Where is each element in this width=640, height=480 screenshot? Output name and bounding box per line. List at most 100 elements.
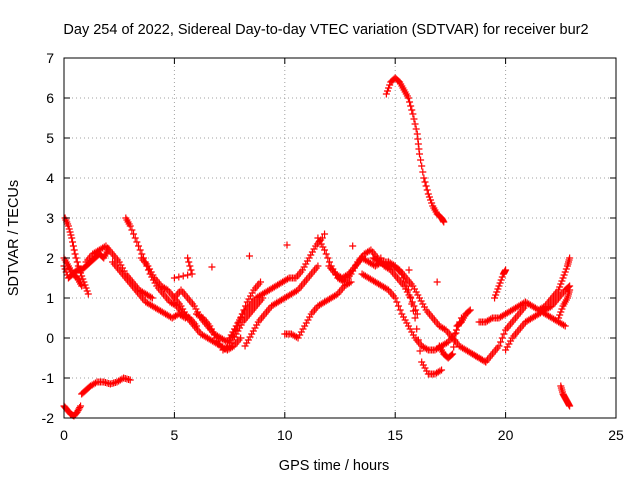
data-point xyxy=(186,262,194,270)
data-point xyxy=(425,193,433,201)
x-tick-label: 5 xyxy=(171,427,179,443)
data-point xyxy=(440,218,448,226)
data-point xyxy=(449,350,457,358)
data-point xyxy=(421,178,429,186)
data-point xyxy=(413,310,421,318)
data-point xyxy=(498,273,506,281)
data-point xyxy=(408,106,416,114)
data-point xyxy=(299,325,307,333)
data-point xyxy=(406,293,414,301)
data-point xyxy=(301,322,309,330)
data-point xyxy=(410,115,418,123)
data-point xyxy=(126,376,134,384)
data-point xyxy=(76,404,84,411)
data-point xyxy=(495,282,503,290)
data-point xyxy=(560,271,568,279)
data-point xyxy=(405,266,413,274)
data-point xyxy=(237,334,245,342)
data-point xyxy=(136,246,144,254)
data-point xyxy=(82,284,90,292)
data-point xyxy=(440,325,448,333)
data-point xyxy=(226,334,234,342)
data-point xyxy=(237,313,245,321)
data-point xyxy=(310,245,318,253)
y-tick-label: 5 xyxy=(46,130,54,146)
data-point xyxy=(502,266,510,274)
data-point xyxy=(423,345,431,353)
data-point xyxy=(294,334,302,342)
data-point xyxy=(562,265,570,273)
y-tick-label: 4 xyxy=(46,170,54,186)
data-point xyxy=(197,313,205,321)
data-point xyxy=(144,262,152,270)
data-point xyxy=(247,292,255,300)
data-point xyxy=(557,308,565,316)
data-point xyxy=(383,285,391,293)
data-point xyxy=(147,293,155,301)
data-point xyxy=(561,268,569,276)
data-point xyxy=(394,265,402,273)
data-point xyxy=(170,274,178,282)
data-point xyxy=(300,263,308,271)
data-point xyxy=(418,358,426,366)
data-point xyxy=(257,278,265,286)
data-point xyxy=(492,291,500,299)
data-point xyxy=(546,303,554,311)
data-point xyxy=(418,162,426,170)
data-point xyxy=(304,316,312,324)
data-point xyxy=(234,319,242,327)
data-point xyxy=(61,265,69,273)
data-point xyxy=(428,199,436,207)
data-point xyxy=(385,84,393,92)
data-point xyxy=(419,168,427,176)
data-point xyxy=(404,322,412,330)
grid xyxy=(64,58,616,418)
data-point xyxy=(130,230,138,238)
y-tick-label: 7 xyxy=(46,50,54,66)
data-point xyxy=(408,300,416,308)
data-point xyxy=(498,334,506,342)
data-point xyxy=(433,278,441,286)
data-point xyxy=(65,225,73,233)
x-tick-label: 0 xyxy=(60,427,68,443)
data-point xyxy=(244,336,252,344)
data-point xyxy=(365,247,373,255)
data-point xyxy=(559,274,567,282)
data-point xyxy=(77,402,85,410)
data-point xyxy=(448,351,456,359)
data-point xyxy=(72,254,80,262)
data-point xyxy=(555,286,563,294)
data-point xyxy=(556,311,564,319)
data-point xyxy=(415,150,423,158)
data-point xyxy=(451,336,459,344)
data-point xyxy=(423,186,431,194)
data-point xyxy=(100,243,108,251)
data-point xyxy=(421,364,429,372)
data-point xyxy=(412,125,420,133)
data-point xyxy=(383,87,391,95)
x-tick-label: 20 xyxy=(498,427,514,443)
data-point xyxy=(131,234,139,242)
data-point xyxy=(558,305,566,313)
data-point xyxy=(321,230,329,238)
data-point xyxy=(184,254,192,262)
data-point xyxy=(226,342,234,350)
data-point xyxy=(386,81,394,89)
data-point xyxy=(347,278,355,286)
data-point xyxy=(345,279,353,287)
data-point xyxy=(452,329,460,337)
data-point xyxy=(404,94,412,102)
data-point xyxy=(466,306,474,314)
y-tick-label: 0 xyxy=(46,330,54,346)
data-point xyxy=(208,263,216,271)
data-point xyxy=(500,330,508,338)
data-point xyxy=(253,321,261,329)
data-point xyxy=(409,110,417,118)
data-point xyxy=(503,343,511,351)
y-axis-title: SDTVAR / TECUs xyxy=(6,180,22,296)
data-point xyxy=(146,265,154,273)
y-tick-label: -2 xyxy=(42,410,55,426)
data-point xyxy=(179,305,187,313)
data-point xyxy=(206,322,214,330)
